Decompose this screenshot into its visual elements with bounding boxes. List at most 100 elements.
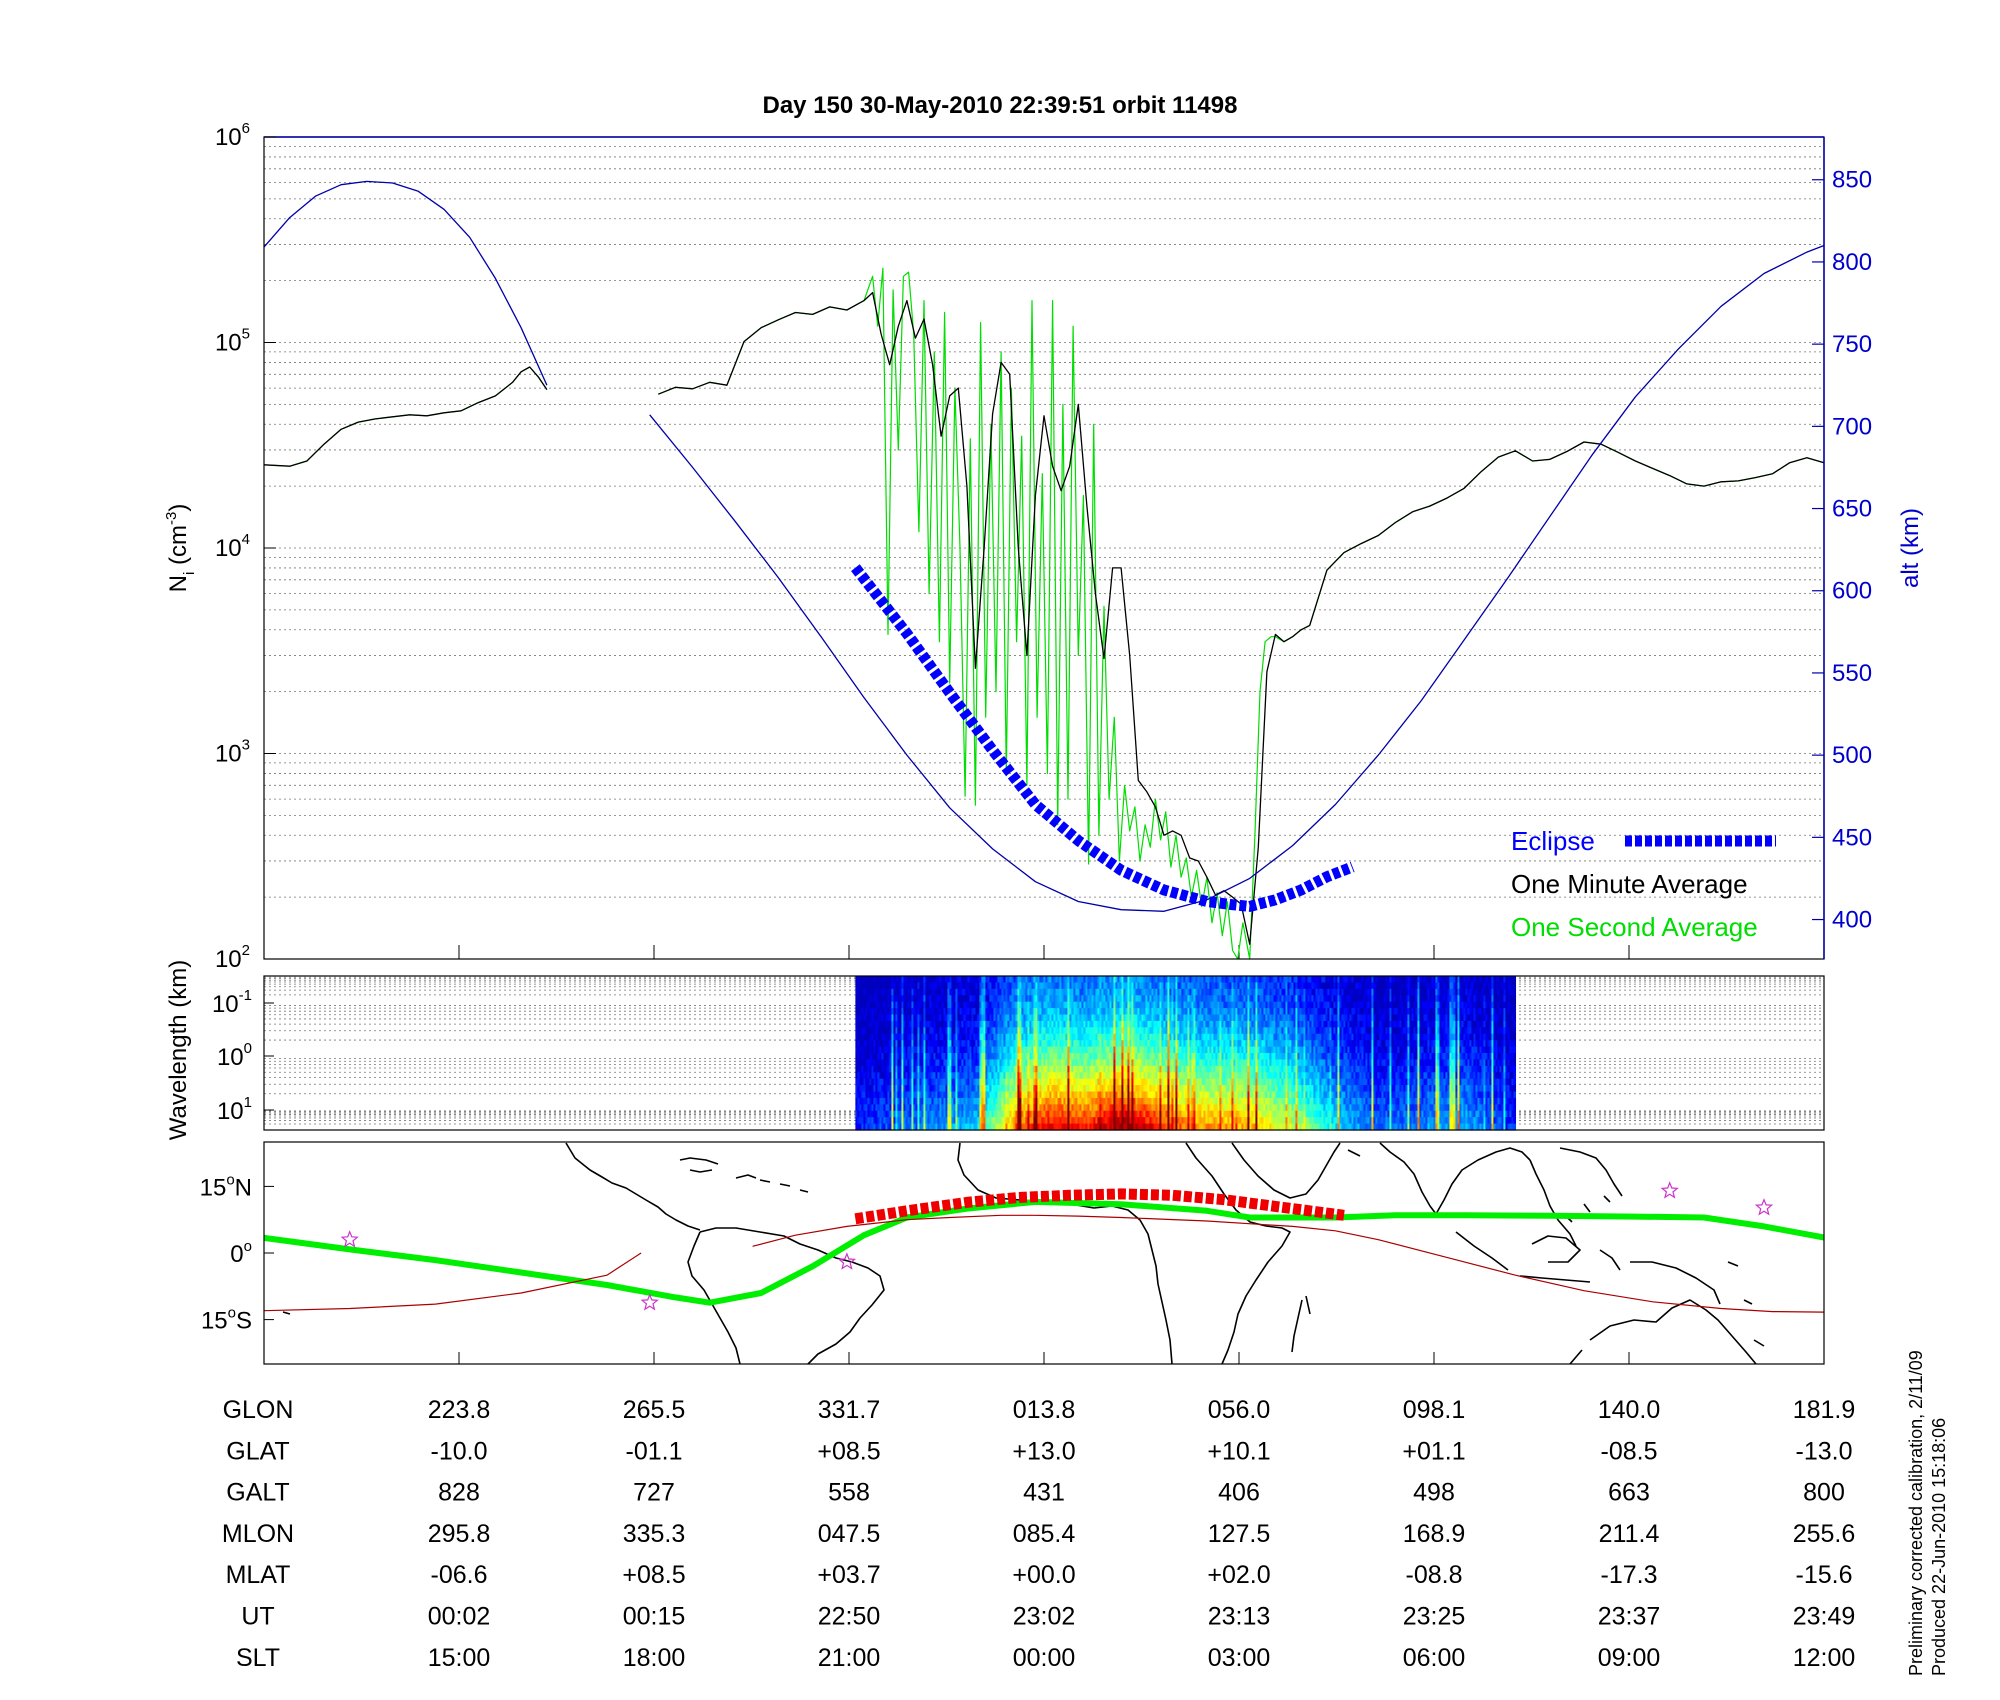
spectrogram-cell xyxy=(1203,995,1207,1003)
spectrogram-cell xyxy=(1001,1085,1005,1093)
spectrogram-cell xyxy=(1231,1053,1235,1061)
spectrogram-cell xyxy=(1209,995,1213,1003)
spectrogram-cell xyxy=(1073,976,1077,984)
spectrogram-cell xyxy=(995,1027,999,1035)
spectrogram-cell xyxy=(929,1085,933,1093)
spectrogram-cell xyxy=(869,1085,873,1093)
spectrogram-cell xyxy=(1009,1027,1013,1035)
spectrogram-cell xyxy=(1133,1033,1137,1041)
spectrogram-cell xyxy=(1135,1053,1139,1061)
spectrogram-cell xyxy=(1237,1008,1241,1016)
spectrogram-cell xyxy=(1153,976,1157,984)
spectrogram-cell xyxy=(931,1078,935,1086)
spectrogram-cell xyxy=(1041,1008,1045,1016)
spectrogram-cell xyxy=(1003,1110,1007,1118)
spectrogram-cell xyxy=(925,1072,929,1080)
spectrogram-cell xyxy=(1109,1033,1113,1041)
spectrogram-cell xyxy=(1081,1014,1085,1022)
spectrogram-cell xyxy=(1185,1104,1189,1112)
spectrogram-cell xyxy=(1041,1020,1045,1028)
spectrogram-cell xyxy=(855,1027,859,1035)
spectrogram-cell xyxy=(913,976,917,984)
spectrogram-cell xyxy=(891,1053,895,1061)
spectrogram-cell xyxy=(1187,1033,1191,1041)
spectrogram-cell xyxy=(861,1085,865,1093)
spectrogram-cell xyxy=(1081,1123,1085,1131)
spectrogram-cell xyxy=(865,1053,869,1061)
spectrogram-cell xyxy=(1107,1091,1111,1099)
spectrogram-cell xyxy=(1019,1008,1023,1016)
spectrogram-cell xyxy=(911,1059,915,1067)
spectrogram-cell xyxy=(959,982,963,990)
spectrogram-cell xyxy=(1027,1046,1031,1054)
spectrogram-cell xyxy=(1161,1001,1165,1009)
spectrogram-cell xyxy=(1047,1020,1051,1028)
spectrogram-cell xyxy=(1161,1091,1165,1099)
spectrogram-cell xyxy=(1061,1065,1065,1073)
spectrogram-cell xyxy=(935,1097,939,1105)
spectrogram-cell xyxy=(1065,1040,1069,1048)
spectrogram-cell xyxy=(973,1033,977,1041)
spectrogram-cell xyxy=(1125,988,1129,996)
spectrogram-cell xyxy=(1027,1008,1031,1016)
spectrogram-cell xyxy=(1053,982,1057,990)
spectrogram-cell xyxy=(955,1001,959,1009)
spectrogram-cell xyxy=(1093,1040,1097,1048)
spectrogram-cell xyxy=(1033,1059,1037,1067)
spectrogram-cell xyxy=(1121,1059,1125,1067)
spectrogram-cell xyxy=(1231,988,1235,996)
spectrogram-cell xyxy=(1165,1053,1169,1061)
spectrogram-cell xyxy=(1139,1008,1143,1016)
spectrogram-cell xyxy=(1113,1014,1117,1022)
spectrogram-cell xyxy=(899,1091,903,1099)
spectrogram-cell xyxy=(879,1104,883,1112)
spectrogram-cell xyxy=(987,1001,991,1009)
spectrogram-cell xyxy=(861,1059,865,1067)
spectrogram-cell xyxy=(1011,1059,1015,1067)
spectrogram-cell xyxy=(1217,1008,1221,1016)
spectrogram-cell xyxy=(935,1001,939,1009)
spectrogram-cell xyxy=(927,982,931,990)
spectrogram-cell xyxy=(1057,1020,1061,1028)
spectrogram-cell xyxy=(1215,1078,1219,1086)
spectrogram-cell xyxy=(1249,1072,1253,1080)
spectrogram-cell xyxy=(1231,1104,1235,1112)
spectrogram-cell xyxy=(1099,1117,1103,1125)
spectrogram-cell xyxy=(1115,1059,1119,1067)
spectrogram-cell xyxy=(1021,1097,1025,1105)
spectrogram-cell xyxy=(1227,1091,1231,1099)
spectrogram-cell xyxy=(1143,1059,1147,1067)
spectrogram-cell xyxy=(1165,1085,1169,1093)
spectrogram-cell xyxy=(1127,1033,1131,1041)
spectrogram-cell xyxy=(929,1104,933,1112)
spectrogram-cell xyxy=(1123,1033,1127,1041)
spectrogram-cell xyxy=(1015,1001,1019,1009)
spectrogram-cell xyxy=(1131,1059,1135,1067)
spectrogram-cell xyxy=(981,995,985,1003)
spectrogram-cell xyxy=(1135,982,1139,990)
spectrogram-cell xyxy=(929,1040,933,1048)
spectrogram-cell xyxy=(1075,995,1079,1003)
spectrogram-cell xyxy=(995,1091,999,1099)
spectrogram-cell xyxy=(1223,1085,1227,1093)
spectrogram-cell xyxy=(987,1014,991,1022)
spectrogram-cell xyxy=(913,1001,917,1009)
spectrogram-cell xyxy=(1231,976,1235,984)
spectrogram-cell xyxy=(989,1072,993,1080)
spectrogram-cell xyxy=(893,988,897,996)
spectrogram-cell xyxy=(979,1059,983,1067)
spectrogram-cell xyxy=(931,976,935,984)
spectrogram-cell xyxy=(1117,982,1121,990)
spectrogram-cell xyxy=(863,1014,867,1022)
spectrogram-cell xyxy=(993,1117,997,1125)
spectrogram-cell xyxy=(1027,1027,1031,1035)
spectrogram-cell xyxy=(1143,1104,1147,1112)
spectrogram-cell xyxy=(889,1065,893,1073)
spectrogram-cell xyxy=(1191,1053,1195,1061)
spectrogram-cell xyxy=(955,1091,959,1099)
spectrogram-cell xyxy=(1091,982,1095,990)
spectrogram-cell xyxy=(965,1104,969,1112)
spectrogram-cell xyxy=(873,1053,877,1061)
spectrogram-cell xyxy=(883,988,887,996)
spectrogram-cell xyxy=(1171,1033,1175,1041)
